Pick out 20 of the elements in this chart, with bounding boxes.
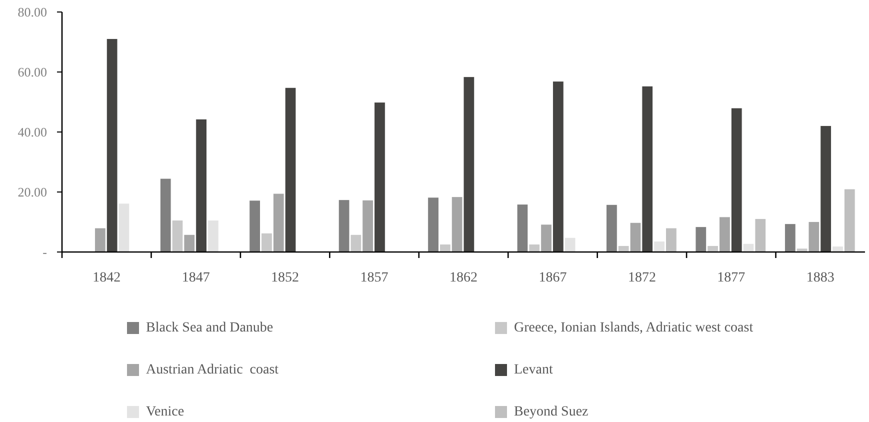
y-tick-label: 40.00 xyxy=(18,124,47,140)
x-tick-label: 1857 xyxy=(360,270,388,286)
legend-label: Beyond Suez xyxy=(514,404,588,420)
legend-label: Venice xyxy=(146,404,184,420)
x-tick-label: 1847 xyxy=(182,270,210,286)
x-tick-label: 1842 xyxy=(92,270,121,286)
x-tick-label: 1867 xyxy=(538,270,567,286)
legend-label: Black Sea and Danube xyxy=(146,320,274,336)
x-tick-label: 1877 xyxy=(717,270,746,286)
legend-label: Levant xyxy=(514,362,553,378)
x-tick-label: 1883 xyxy=(806,270,834,286)
legend-label: Austrian Adriatic coast xyxy=(146,362,279,378)
y-tick-label: - xyxy=(42,244,47,260)
y-tick-label: 60.00 xyxy=(18,64,47,80)
x-tick-label: 1862 xyxy=(450,270,478,286)
x-tick-label: 1852 xyxy=(271,270,300,286)
y-tick-label: 20.00 xyxy=(18,184,47,200)
legend-label: Greece, Ionian Islands, Adriatic west coast xyxy=(514,320,754,336)
y-tick-label: 80.00 xyxy=(18,4,47,20)
x-tick-label: 1872 xyxy=(628,270,656,286)
